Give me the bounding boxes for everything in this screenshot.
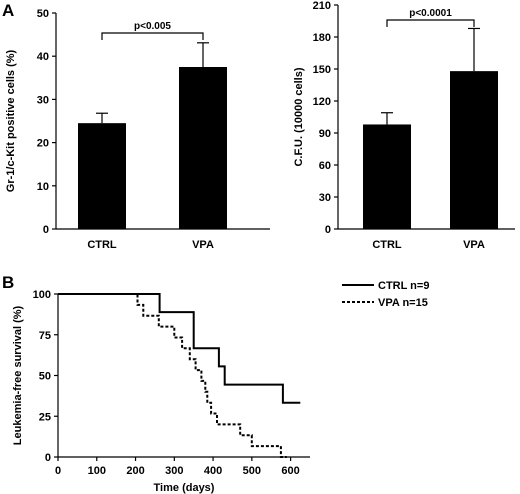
legend-label: CTRL n=9 (378, 280, 429, 292)
y-tick-label: 0 (325, 224, 331, 236)
significance-label: p<0.005 (134, 21, 171, 32)
y-tick-label: 10 (37, 181, 49, 193)
x-tick-label: VPA (463, 239, 485, 251)
y-tick-label: 25 (39, 411, 51, 423)
legend-label: VPA n=15 (378, 297, 428, 309)
y-tick-label: 0 (45, 452, 51, 464)
y-tick-label: 50 (39, 371, 51, 383)
bar (179, 67, 227, 229)
y-axis-title: Gr-1/c-Kit positive cells (%) (5, 49, 17, 192)
significance-label: p<0.0001 (409, 8, 452, 19)
survival-curve-vpa (58, 293, 287, 458)
x-axis-title: Time (days) (154, 482, 215, 494)
x-tick-label: 500 (243, 465, 261, 477)
y-tick-label: 60 (319, 160, 331, 172)
x-tick-label: 400 (204, 465, 222, 477)
x-tick-label: 200 (126, 465, 144, 477)
y-tick-label: 120 (313, 96, 331, 108)
y-tick-label: 30 (319, 192, 331, 204)
significance-bracket (386, 19, 475, 27)
survival-curve-ctrl (58, 293, 301, 404)
panel-a-label: A (2, 1, 14, 20)
bar (363, 124, 411, 229)
x-tick-label: 100 (88, 465, 106, 477)
significance-bracket (101, 32, 204, 40)
y-tick-label: 50 (37, 8, 49, 20)
x-tick-label: CTRL (87, 239, 117, 251)
y-tick-label: 180 (313, 32, 331, 44)
y-tick-label: 20 (37, 138, 49, 150)
y-tick-label: 75 (39, 330, 51, 342)
y-axis-title: Leukemia-free survival (%) (12, 305, 24, 445)
x-tick-label: 600 (281, 465, 299, 477)
y-tick-label: 100 (33, 289, 51, 301)
panel-b-label: B (2, 273, 14, 292)
y-tick-label: 40 (37, 51, 49, 63)
bar (450, 71, 498, 229)
survival-chart: 0 25 50 75 100 0 100 200 300 400 500 600 Time (days)… (12, 280, 429, 494)
y-tick-label: 0 (43, 224, 49, 236)
x-tick-label: CTRL (372, 239, 402, 251)
y-tick-label: 150 (313, 64, 331, 76)
y-axis-title: C.F.U. (10000 cells) (293, 67, 305, 166)
y-tick-label: 30 (37, 94, 49, 106)
x-tick-label: 300 (165, 465, 183, 477)
y-tick-label: 210 (313, 0, 331, 12)
x-tick-label: VPA (192, 239, 214, 251)
bar-chart-gr1-ckit: 0 10 20 30 40 50 Gr-1/c-Kit positive cells (%)… (5, 8, 270, 251)
bar (78, 123, 126, 229)
x-tick-label: 0 (55, 465, 61, 477)
y-tick-label: 90 (319, 128, 331, 140)
bar-chart-cfu: 0 30 60 90 120 150 180 210 C.F.U. (10000 cells) C… (293, 0, 515, 251)
